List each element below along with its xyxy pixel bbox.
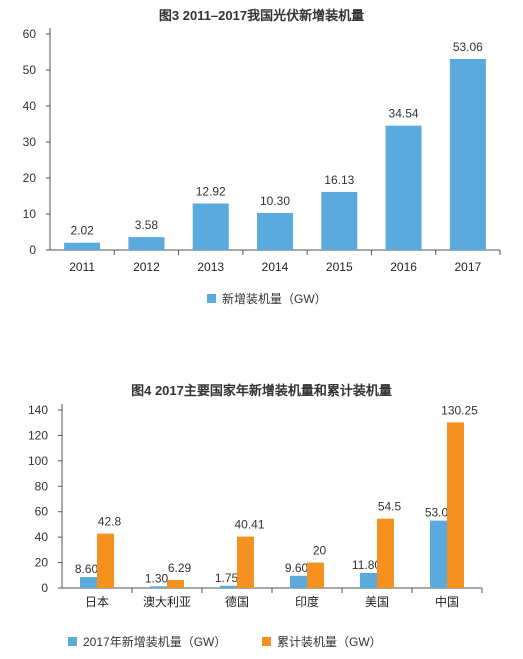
legend-swatch-new-capacity (207, 294, 216, 303)
x-tick-label: 2015 (326, 260, 353, 274)
x-tick-label: 德国 (225, 594, 249, 609)
chart-2-title: 图4 2017主要国家年新增装机量和累计装机量 (131, 383, 392, 398)
bar (97, 533, 114, 588)
y-tick-label: 30 (23, 135, 37, 149)
y-tick-label: 20 (35, 556, 49, 570)
bar (64, 242, 101, 250)
y-tick-label: 120 (28, 428, 48, 442)
data-label: 1.30 (145, 571, 169, 585)
y-tick-label: 60 (23, 27, 37, 41)
x-tick-label: 日本 (85, 595, 109, 609)
y-tick-label: 10 (23, 207, 37, 221)
data-label: 40.41 (234, 518, 264, 532)
bar (430, 520, 447, 588)
bar (220, 585, 237, 588)
y-tick-label: 0 (41, 581, 48, 595)
data-label: 54.5 (378, 500, 402, 514)
bar (377, 518, 394, 588)
legend-label-new-capacity: 新增装机量（GW） (222, 292, 327, 306)
bar (307, 562, 324, 588)
x-tick-label: 2013 (197, 260, 224, 274)
legend-swatch-cumulative (262, 637, 271, 646)
bar (321, 191, 358, 250)
data-label: 11.80 (352, 558, 381, 572)
data-label: 16.13 (324, 173, 354, 187)
data-label: 12.92 (196, 184, 226, 198)
x-tick-label: 印度 (295, 594, 319, 609)
data-label: 9.60 (285, 561, 309, 575)
x-tick-label: 2012 (133, 260, 160, 274)
y-tick-label: 140 (28, 403, 48, 417)
bar (237, 536, 254, 588)
x-tick-label: 2016 (390, 260, 417, 274)
y-tick-label: 40 (35, 530, 49, 544)
data-label: 2.02 (70, 224, 94, 238)
bar (290, 575, 307, 588)
x-tick-label: 2017 (455, 260, 482, 274)
chart-1: 图3 2011–2017我国光伏新增装机量 0 10 20 30 40 50 60 2011 2… (0, 0, 523, 320)
bar (360, 572, 377, 588)
bar (80, 577, 97, 588)
x-tick-label: 2011 (69, 260, 95, 274)
y-tick-label: 60 (35, 505, 49, 519)
data-label: 20 (313, 544, 327, 558)
chart-2-legend-new: 2017年新增装机量（GW） (68, 633, 226, 650)
x-tick-label: 澳大利亚 (143, 595, 191, 609)
data-label: 53.06 (453, 40, 483, 54)
bar (257, 212, 293, 250)
y-tick-label: 0 (29, 243, 36, 257)
bar (447, 422, 464, 588)
data-label: 42.8 (98, 515, 122, 529)
data-label: 34.54 (389, 107, 419, 121)
chart-1-title: 图3 2011–2017我国光伏新增装机量 (158, 8, 365, 23)
data-label: 6.29 (168, 561, 192, 575)
chart-2-legend-cumulative: 累计装机量（GW） (262, 633, 382, 650)
data-label: 53.0 (425, 506, 449, 520)
legend-swatch-2017-new (68, 637, 77, 646)
bar (385, 125, 422, 250)
bar (150, 586, 167, 588)
y-tick-label: 80 (35, 479, 49, 493)
bar (449, 58, 486, 250)
data-label: 8.60 (75, 562, 99, 576)
x-tick-label: 美国 (365, 595, 389, 609)
legend-label-2017-new: 2017年新增装机量（GW） (83, 635, 227, 649)
bar (167, 580, 184, 588)
bar (128, 237, 165, 250)
y-tick-label: 50 (23, 63, 37, 77)
x-tick-label: 中国 (435, 594, 459, 609)
y-tick-label: 20 (23, 171, 37, 185)
bar (192, 203, 229, 250)
chart-1-legend: 新增装机量（GW） (207, 290, 327, 307)
chart-1-plot: 0 10 20 30 40 50 60 2011 2.02 2012 3.58 2013 12.92 20… (23, 27, 501, 274)
y-tick-label: 100 (28, 454, 48, 468)
chart-2-plot: 0 20 40 60 80 100 120 140 日本 8.60 42.8 澳大利亚 1.306.29… (28, 403, 483, 609)
x-tick-label: 2014 (262, 260, 289, 274)
chart-2: 图4 2017主要国家年新增装机量和累计装机量 0 20 40 60 80 100 120 1… (0, 370, 523, 659)
legend-label-cumulative: 累计装机量（GW） (277, 635, 382, 649)
y-tick-label: 40 (23, 99, 37, 113)
data-label: 10.30 (260, 194, 290, 208)
data-label: 3.58 (135, 218, 159, 232)
data-label: 130.25 (441, 403, 478, 417)
data-label: 1.75 (215, 571, 239, 585)
